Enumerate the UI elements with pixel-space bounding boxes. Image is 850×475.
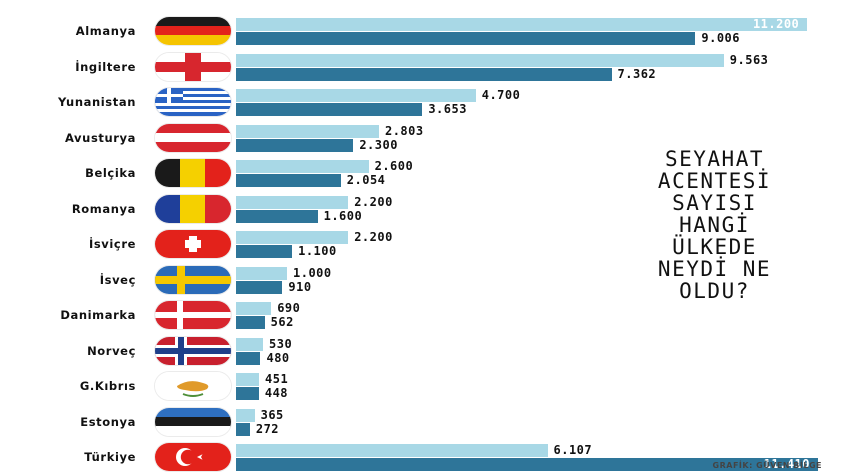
bar-value-label: 272 — [255, 421, 280, 436]
country-label: İsveç — [99, 272, 136, 287]
bar-series-1 — [236, 18, 808, 31]
bar-series-2 — [236, 422, 250, 436]
bar-series-1 — [236, 408, 255, 422]
bar-value-label: 365 — [260, 407, 284, 422]
bar-value-label: 2.600 — [374, 159, 414, 173]
bar-value-label: 1.600 — [323, 208, 363, 223]
bar-series-1 — [236, 302, 272, 315]
bar-value-label: 11.200 — [752, 17, 800, 31]
bar-value-label: 690 — [277, 301, 301, 315]
bar-value-label: 6.107 — [553, 443, 593, 457]
country-label: Belçika — [85, 166, 136, 180]
bar-series-2 — [236, 103, 423, 116]
bar-value-label: 451 — [265, 372, 289, 386]
bar-series-2 — [236, 174, 341, 187]
austria-flag-icon — [155, 123, 231, 152]
bar-value-label: 530 — [269, 336, 293, 351]
bar-series-2 — [236, 138, 354, 152]
bar-value-label: 1.000 — [293, 265, 332, 280]
credit-label: GRAFİK: GÜVEN BİLGE — [712, 461, 822, 470]
bar-series-2 — [236, 245, 293, 258]
bar-series-1 — [236, 266, 287, 280]
bar-series-1 — [236, 231, 349, 244]
country-label: Türkiye — [84, 450, 136, 464]
country-label: Danimarka — [60, 308, 136, 322]
bar-series-2 — [236, 67, 612, 81]
bar-value-label: 9.006 — [701, 31, 740, 45]
bar-series-1 — [236, 89, 476, 102]
country-label: İngiltere — [75, 59, 136, 74]
bar-value-label: 480 — [266, 350, 290, 365]
bar-value-label: 2.054 — [346, 173, 386, 187]
country-label: Avusturya — [64, 130, 136, 145]
bar-series-1 — [236, 444, 548, 457]
bar-series-1 — [236, 337, 264, 351]
bar-value-label: 2.803 — [384, 123, 424, 138]
bar-value-label: 3.653 — [428, 102, 467, 116]
bar-value-label: 448 — [264, 386, 289, 400]
bar-value-label: 9.563 — [729, 52, 769, 67]
country-label: Romanya — [71, 201, 136, 216]
romania-flag-icon — [155, 194, 231, 223]
bar-value-label: 562 — [270, 315, 294, 329]
bar-series-2 — [236, 316, 265, 329]
north-cyprus-flag-icon — [155, 372, 231, 400]
bar-series-2 — [236, 280, 283, 294]
country-label: Norveç — [87, 343, 136, 358]
country-label: Almanya — [75, 24, 136, 38]
country-label: İsviçre — [88, 237, 136, 251]
bar-series-1 — [236, 124, 379, 138]
bar-value-label: 1.100 — [298, 244, 337, 258]
bar-series-2 — [236, 458, 818, 471]
bar-series-1 — [236, 195, 349, 209]
bar-series-2 — [236, 209, 318, 223]
country-label: G.Kıbrıs — [79, 379, 136, 393]
estonia-flag-icon — [155, 407, 231, 436]
bar-series-2 — [236, 387, 259, 400]
germany-flag-icon — [155, 17, 231, 45]
bar-series-2 — [236, 351, 261, 365]
belgium-flag-icon — [155, 159, 231, 187]
bar-value-label: 2.200 — [354, 194, 393, 209]
country-label: Estonya — [80, 414, 136, 429]
bar-value-label: 4.700 — [481, 88, 521, 102]
country-label: Yunanistan — [57, 95, 136, 109]
norway-flag-icon — [155, 336, 231, 365]
sweden-flag-icon — [155, 265, 231, 294]
chart-title: SEYAHAT ACENTESİ SAYISI HANGİ ÜLKEDE NEY… — [657, 147, 772, 303]
bar-value-label: 2.200 — [354, 230, 393, 244]
switzerland-flag-icon — [155, 230, 231, 258]
bar-series-1 — [236, 160, 369, 173]
bar-value-label: 11.410 — [763, 457, 810, 471]
bar-series-2 — [236, 32, 696, 45]
bar-value-label: 910 — [288, 279, 312, 294]
bar-series-1 — [236, 373, 259, 386]
bar-series-1 — [236, 53, 724, 67]
denmark-flag-icon — [155, 301, 231, 329]
turkey-flag-icon — [155, 443, 231, 471]
england-flag-icon — [155, 52, 231, 81]
greece-flag-icon — [155, 88, 231, 116]
bar-value-label: 2.300 — [359, 137, 398, 152]
bar-value-label: 7.362 — [617, 66, 657, 81]
